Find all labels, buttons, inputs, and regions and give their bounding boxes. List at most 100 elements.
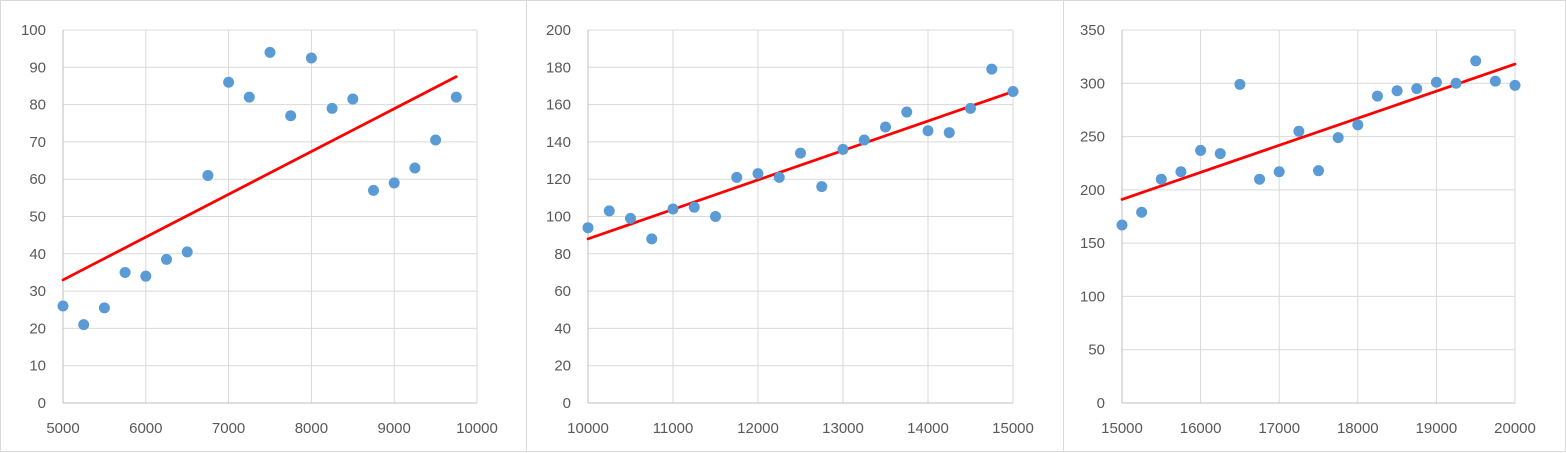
y-tick-label: 40 (554, 320, 571, 337)
x-tick-label: 15000 (992, 420, 1034, 437)
y-tick-label: 50 (29, 209, 46, 226)
data-point (243, 91, 255, 103)
data-point (181, 246, 193, 258)
x-tick-label: 18000 (1337, 420, 1379, 437)
data-point (1352, 119, 1364, 131)
data-point (710, 211, 721, 222)
y-tick-label: 100 (21, 22, 46, 39)
data-point (326, 102, 338, 114)
data-point (1273, 166, 1285, 178)
x-tick-label: 15000 (1101, 420, 1143, 437)
x-tick-label: 8000 (295, 420, 328, 437)
x-tick-label: 19000 (1416, 420, 1458, 437)
x-tick-label: 20000 (1494, 420, 1536, 437)
data-point (688, 201, 700, 213)
data-point (1411, 83, 1423, 95)
x-tick-label: 5000 (46, 420, 79, 437)
chart-panel-3: 0 50 100 150 200 250 300 350 15000 16000 17000 1800… (1063, 0, 1566, 452)
data-point (368, 184, 379, 196)
y-tick-label: 20 (554, 358, 571, 375)
data-point (837, 143, 849, 155)
y-tick-label: 0 (1097, 395, 1105, 412)
data-point (409, 162, 421, 174)
data-point (347, 93, 359, 105)
x-tick-label: 16000 (1180, 420, 1222, 437)
data-point (922, 125, 934, 137)
data-point (1214, 148, 1226, 160)
data-point (965, 102, 976, 114)
data-point (795, 147, 806, 159)
data-point (285, 110, 297, 122)
y-tick-label: 250 (1080, 129, 1105, 146)
trendline (1120, 62, 1517, 201)
data-point (119, 266, 131, 278)
x-tick-label: 17000 (1258, 420, 1300, 437)
y-tick-label: 140 (546, 134, 571, 151)
gridlines (588, 29, 1014, 403)
y-tick-label: 150 (1080, 235, 1105, 252)
y-tick-label: 300 (1080, 75, 1105, 92)
data-point (98, 302, 110, 314)
data-point (1195, 144, 1207, 156)
data-point (1116, 219, 1128, 231)
data-point (731, 171, 743, 183)
data-points (582, 63, 1019, 245)
x-tick-labels: 15000 16000 17000 18000 19000 20000 (1101, 420, 1536, 437)
data-point (858, 134, 870, 146)
x-tick-label: 14000 (907, 420, 949, 437)
data-point (625, 212, 636, 224)
y-tick-labels: 0 10 20 30 40 50 60 70 80 90 100 (21, 22, 46, 412)
data-point (57, 300, 69, 312)
y-tick-labels: 0 20 40 60 80 100 120 140 160 180 200 (546, 22, 571, 412)
y-tick-label: 50 (1088, 342, 1105, 359)
data-point (1450, 77, 1462, 89)
trendline (586, 90, 1015, 241)
data-point (986, 63, 998, 75)
data-point (1489, 75, 1501, 87)
y-tick-label: 160 (546, 97, 571, 114)
y-tick-label: 200 (1080, 182, 1105, 199)
trendline (61, 75, 458, 282)
x-tick-label: 6000 (129, 420, 162, 437)
data-point (1293, 125, 1305, 137)
data-point (1391, 85, 1403, 97)
data-point (603, 205, 615, 217)
data-point (816, 181, 828, 193)
x-tick-label: 11000 (653, 420, 694, 437)
x-tick-labels: 10000 11000 12000 13000 14000 15000 (567, 420, 1034, 437)
y-tick-label: 100 (546, 209, 571, 226)
data-point (1430, 76, 1442, 88)
y-tick-label: 40 (29, 246, 46, 263)
chart-panel-2: 0 20 40 60 80 100 120 140 160 180 200 10000 11000 120… (526, 0, 1064, 452)
y-tick-label: 30 (29, 283, 46, 300)
x-tick-label: 12000 (737, 420, 779, 437)
gridlines (1122, 29, 1516, 403)
y-tick-label: 70 (29, 134, 46, 151)
y-tick-label: 60 (554, 283, 571, 300)
data-point (1007, 86, 1019, 98)
x-tick-labels: 5000 6000 7000 8000 9000 10000 (46, 420, 498, 437)
y-tick-label: 120 (546, 171, 571, 188)
x-tick-label: 9000 (378, 420, 411, 437)
data-point (1175, 166, 1187, 178)
data-point (388, 177, 400, 189)
y-tick-label: 60 (29, 171, 46, 188)
scatter-chart-1: 0 10 20 30 40 50 60 70 80 90 100 5000 6000 7000 8000 90… (21, 22, 498, 437)
y-tick-labels: 0 50 100 150 200 250 300 350 (1080, 22, 1105, 412)
data-points (1116, 55, 1521, 231)
y-tick-label: 200 (546, 22, 571, 39)
data-point (1470, 55, 1482, 67)
data-point (773, 171, 785, 183)
data-point (582, 222, 594, 234)
data-point (264, 46, 276, 58)
data-point (943, 127, 955, 139)
y-tick-label: 350 (1080, 22, 1105, 39)
scatter-chart-3: 0 50 100 150 200 250 300 350 15000 16000 17000 1800… (1080, 22, 1536, 437)
x-tick-label: 13000 (822, 420, 864, 437)
data-point (1136, 206, 1148, 218)
data-point (1254, 173, 1266, 185)
data-point (880, 121, 891, 133)
scatter-chart-2: 0 20 40 60 80 100 120 140 160 180 200 10000 11000 120… (546, 22, 1034, 437)
y-tick-label: 180 (546, 59, 571, 76)
